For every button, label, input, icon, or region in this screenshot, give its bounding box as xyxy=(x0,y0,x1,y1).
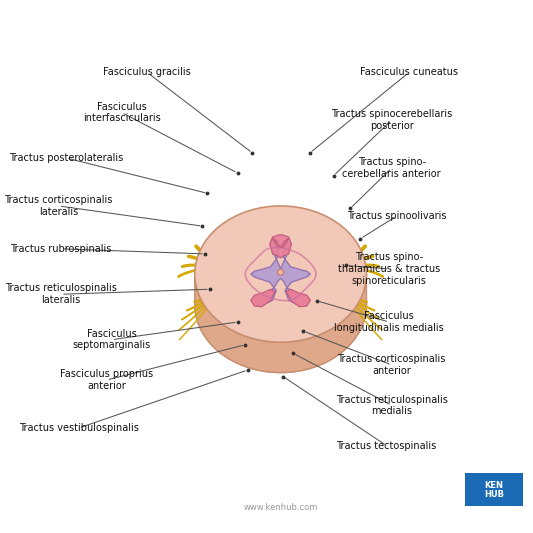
Text: Tractus vestibulospinalis: Tractus vestibulospinalis xyxy=(19,423,139,433)
Polygon shape xyxy=(281,238,288,248)
Text: Fasciculus
septomarginalis: Fasciculus septomarginalis xyxy=(72,329,151,351)
Polygon shape xyxy=(270,235,292,258)
Text: Tractus spino-
thalamicus & tractus
spinoreticularis: Tractus spino- thalamicus & tractus spin… xyxy=(338,253,440,286)
Text: Tractus spinocerebellaris
posterior: Tractus spinocerebellaris posterior xyxy=(331,109,453,131)
Text: Fasciculus cuneatus: Fasciculus cuneatus xyxy=(360,67,458,77)
Text: Fasciculus gracilis: Fasciculus gracilis xyxy=(103,67,191,77)
Text: Tractus reticulospinalis
lateralis: Tractus reticulospinalis lateralis xyxy=(5,284,117,305)
Ellipse shape xyxy=(195,236,366,373)
Polygon shape xyxy=(286,289,310,307)
Text: Tractus corticospinalis
lateralis: Tractus corticospinalis lateralis xyxy=(4,195,112,217)
Text: Tractus posterolateralis: Tractus posterolateralis xyxy=(9,153,123,163)
Text: Tractus spino-
cerebellaris anterior: Tractus spino- cerebellaris anterior xyxy=(342,157,441,179)
Text: Tractus rubrospinalis: Tractus rubrospinalis xyxy=(10,244,112,254)
FancyBboxPatch shape xyxy=(465,473,523,506)
Text: Fasciculus proprius
anterior: Fasciculus proprius anterior xyxy=(60,369,153,391)
Polygon shape xyxy=(272,238,280,248)
Polygon shape xyxy=(251,289,275,307)
Text: Tractus reticulospinalis
medialis: Tractus reticulospinalis medialis xyxy=(336,394,448,416)
Polygon shape xyxy=(251,238,310,306)
Text: www.kenhub.com: www.kenhub.com xyxy=(244,503,318,512)
Polygon shape xyxy=(195,274,366,373)
Text: KEN
HUB: KEN HUB xyxy=(484,481,504,499)
Text: Tractus corticospinalis
anterior: Tractus corticospinalis anterior xyxy=(337,354,446,376)
Circle shape xyxy=(278,269,284,276)
Text: Tractus tectospinalis: Tractus tectospinalis xyxy=(336,441,437,451)
Ellipse shape xyxy=(195,206,366,342)
Text: Fasciculus
interfascicularis: Fasciculus interfascicularis xyxy=(83,102,160,123)
Text: Tractus spinoolivaris: Tractus spinoolivaris xyxy=(347,211,447,221)
Text: Fasciculus
longitudinalis medialis: Fasciculus longitudinalis medialis xyxy=(334,311,444,333)
